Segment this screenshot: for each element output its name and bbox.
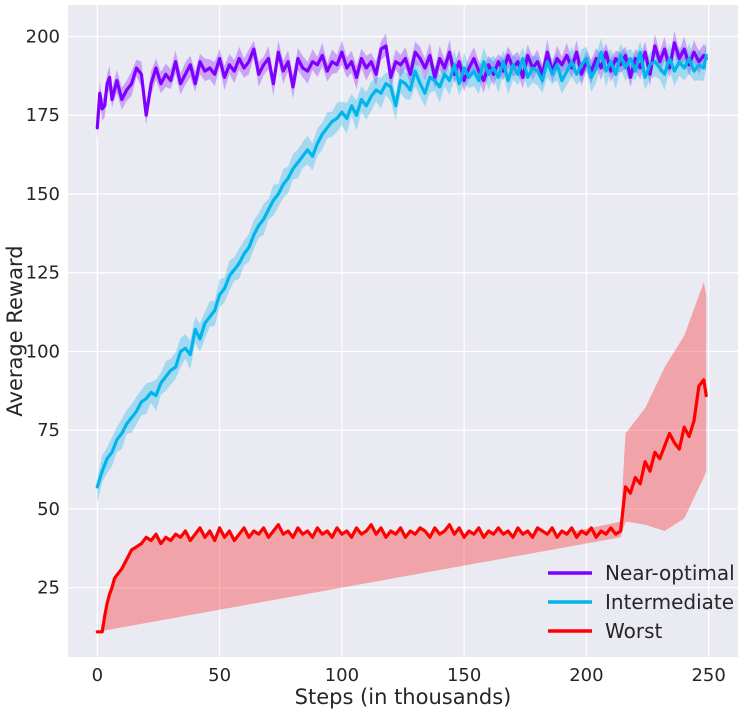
series-lines <box>95 41 708 634</box>
y-tick-label: 50 <box>37 499 60 520</box>
legend-label-2: Worst <box>605 619 662 643</box>
x-axis-title: Steps (in thousands) <box>295 685 512 709</box>
x-tick-label: 100 <box>325 665 359 686</box>
y-tick-label: 150 <box>26 184 60 205</box>
x-tick-label: 200 <box>569 665 603 686</box>
series-band-2 <box>97 282 707 632</box>
legend-label-1: Intermediate <box>605 590 734 614</box>
legend-label-0: Near-optimal <box>605 561 735 585</box>
series-line-1 <box>95 50 708 489</box>
y-tick-label: 25 <box>37 578 60 599</box>
x-tick-label: 150 <box>447 665 481 686</box>
x-tick-label: 0 <box>92 665 103 686</box>
x-tick-label: 250 <box>691 665 725 686</box>
y-axis-title: Average Reward <box>3 245 27 416</box>
y-tick-label: 75 <box>37 420 60 441</box>
y-tick-label: 200 <box>26 26 60 47</box>
tick-labels: 0 50 100 150 200 250 25 50 75 100 125 150 175 200 <box>26 26 726 686</box>
y-tick-label: 100 <box>26 341 60 362</box>
y-tick-label: 125 <box>26 263 60 284</box>
series-line-2 <box>95 378 708 634</box>
x-tick-label: 50 <box>208 665 231 686</box>
series-line-0 <box>95 41 708 130</box>
series-band-1 <box>97 38 707 503</box>
plot-background <box>68 5 738 657</box>
legend: Near-optimal Intermediate Worst <box>548 561 735 643</box>
y-tick-label: 175 <box>26 105 60 126</box>
